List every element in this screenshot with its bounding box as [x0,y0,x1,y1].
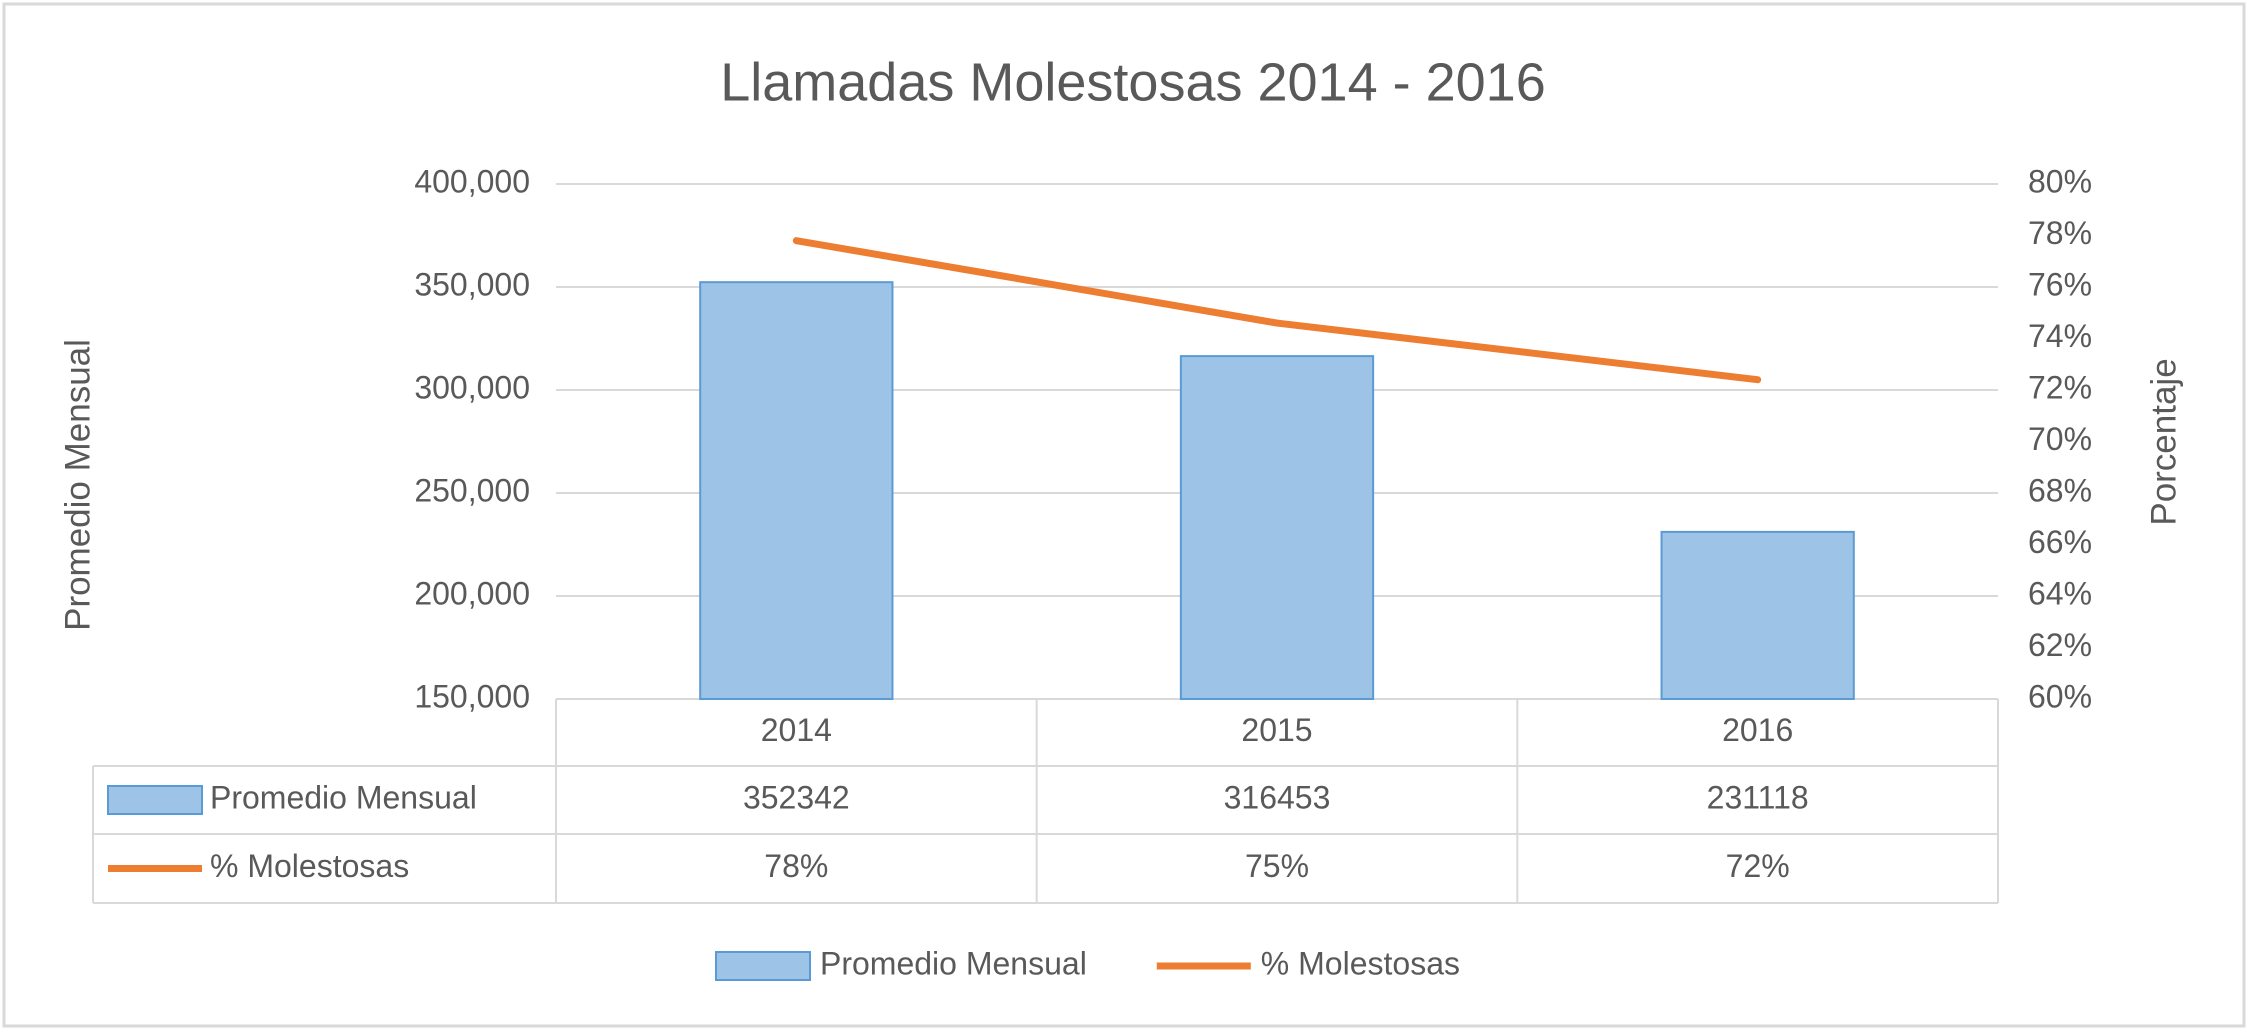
y2-axis-title: Porcentaje [2144,358,2183,525]
table-legend-label: Promedio Mensual [210,779,477,815]
bar [699,281,894,700]
line-series [792,237,1762,384]
table-cell: 75% [1245,848,1309,884]
y2-tick-label: 80% [2028,163,2092,199]
table-cell: 78% [764,848,828,884]
y2-tick-label: 74% [2028,318,2092,354]
table-cell: 352342 [743,779,850,815]
y-axis-title: Promedio Mensual [58,339,97,631]
y2-tick-label: 62% [2028,627,2092,663]
y2-tick-label: 64% [2028,575,2092,611]
y-tick-label: 250,000 [414,472,530,508]
y-tick-label: 150,000 [414,678,530,714]
y2-tick-label: 70% [2028,421,2092,457]
y2-tick-label: 76% [2028,266,2092,302]
y-tick-label: 350,000 [414,266,530,302]
y2-tick-label: 60% [2028,678,2092,714]
legend-label: Promedio Mensual [820,945,1087,981]
table-cell: 316453 [1224,779,1331,815]
table-cell: 231118 [1707,779,1809,815]
x-tick-label: 2016 [1722,712,1793,748]
legend-label: % Molestosas [1261,945,1460,981]
y2-tick-label: 66% [2028,524,2092,560]
x-tick-label: 2015 [1241,712,1312,748]
x-tick-label: 2014 [761,712,832,748]
y-tick-label: 200,000 [414,575,530,611]
chart-title: Llamadas Molestosas 2014 - 2016 [720,52,1546,112]
y2-tick-label: 72% [2028,369,2092,405]
legend-key [715,951,811,981]
table-legend-label: % Molestosas [210,848,409,884]
bar [1660,530,1855,700]
y-tick-label: 300,000 [414,369,530,405]
y2-tick-label: 68% [2028,472,2092,508]
y2-tick-label: 78% [2028,215,2092,251]
table-legend-key [107,785,203,815]
y-tick-label: 400,000 [414,163,530,199]
bar [1179,355,1375,700]
table-cell: 72% [1726,848,1790,884]
